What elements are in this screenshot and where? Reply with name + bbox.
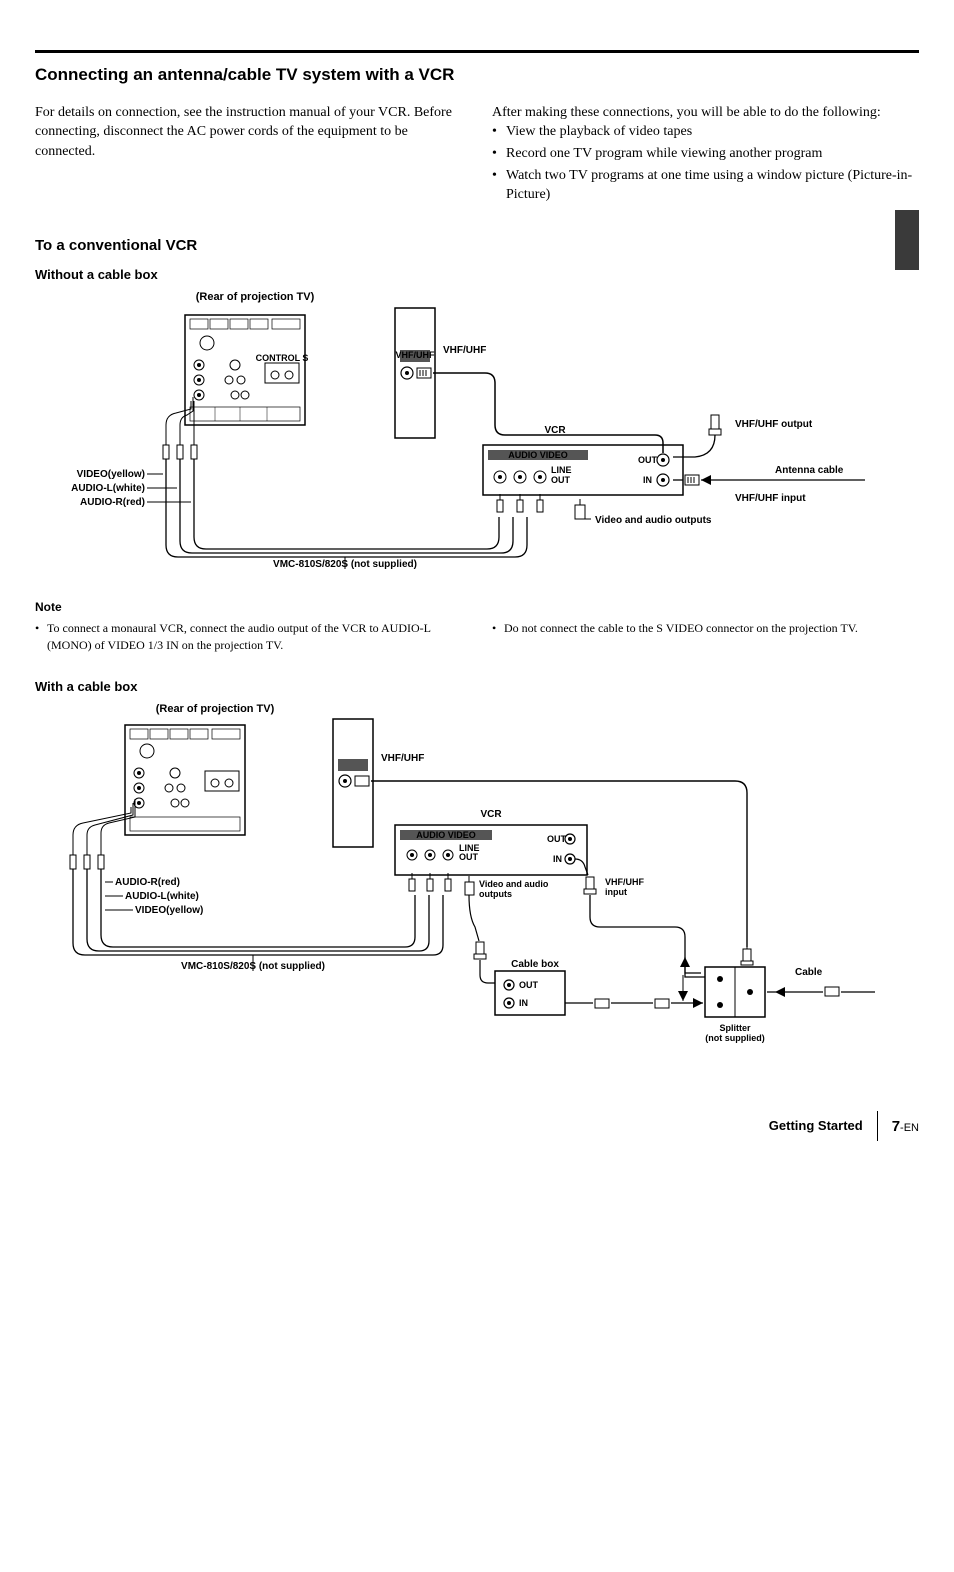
svg-text:AUDIO-R(red): AUDIO-R(red) xyxy=(80,497,145,508)
side-tab xyxy=(895,210,919,270)
svg-text:VCR: VCR xyxy=(480,809,502,820)
footer-suffix: -EN xyxy=(900,1122,919,1134)
diagram1: CONTROL S VHF/UHF VHF/UHF VCR AUDIO VIDE… xyxy=(35,305,919,585)
svg-text:VCR: VCR xyxy=(544,425,566,436)
note-left: To connect a monaural VCR, connect the a… xyxy=(35,620,462,654)
svg-text:OUT: OUT xyxy=(638,455,658,465)
svg-text:OUT: OUT xyxy=(459,852,479,862)
intro-left-text: For details on connection, see the instr… xyxy=(35,103,462,162)
svg-text:Video and audio outputs: Video and audio outputs xyxy=(595,515,712,526)
intro-columns: For details on connection, see the instr… xyxy=(35,103,919,207)
footer-separator xyxy=(877,1111,878,1141)
svg-text:Cable box: Cable box xyxy=(511,959,559,970)
svg-text:OUT: OUT xyxy=(547,834,567,844)
note-columns: To connect a monaural VCR, connect the a… xyxy=(35,620,919,654)
intro-bullet: View the playback of video tapes xyxy=(492,122,919,142)
svg-text:AUDIO VIDEO: AUDIO VIDEO xyxy=(416,830,476,840)
svg-text:AUDIO-L(white): AUDIO-L(white) xyxy=(71,483,145,494)
svg-text:Video and audio: Video and audio xyxy=(479,879,549,889)
svg-text:VHF/UHF output: VHF/UHF output xyxy=(735,419,813,430)
svg-text:VIDEO(yellow): VIDEO(yellow) xyxy=(77,469,145,480)
page-title: Connecting an antenna/cable TV system wi… xyxy=(35,63,919,87)
svg-text:VHF/UHF: VHF/UHF xyxy=(443,345,486,356)
svg-text:OUT: OUT xyxy=(519,980,539,990)
svg-text:AUDIO-R(red): AUDIO-R(red) xyxy=(115,877,180,888)
svg-text:AUDIO VIDEO: AUDIO VIDEO xyxy=(508,450,568,460)
diagram2-caption: (Rear of projection TV) xyxy=(115,702,315,717)
svg-text:OUT: OUT xyxy=(551,475,571,485)
diagram1-caption: (Rear of projection TV) xyxy=(155,290,355,305)
svg-text:Splitter: Splitter xyxy=(719,1023,751,1033)
note-heading: Note xyxy=(35,599,919,616)
note-right: Do not connect the cable to the S VIDEO … xyxy=(492,620,919,637)
intro-right-lead: After making these connections, you will… xyxy=(492,103,919,123)
svg-text:IN: IN xyxy=(643,475,652,485)
svg-text:VHF/UHF: VHF/UHF xyxy=(381,753,424,764)
intro-bullet: Watch two TV programs at one time using … xyxy=(492,166,919,205)
page-footer: Getting Started 7-EN xyxy=(35,1111,919,1141)
svg-text:VHF/UHF input: VHF/UHF input xyxy=(735,493,806,504)
svg-text:Antenna cable: Antenna cable xyxy=(775,465,844,476)
svg-text:input: input xyxy=(605,887,627,897)
svg-text:VIDEO(yellow): VIDEO(yellow) xyxy=(135,905,203,916)
svg-text:outputs: outputs xyxy=(479,889,512,899)
svg-text:AUDIO-L(white): AUDIO-L(white) xyxy=(125,891,199,902)
diagram2-subheading: With a cable box xyxy=(35,678,919,696)
svg-text:IN: IN xyxy=(553,854,562,864)
diagram2: VHF/UHF VCR AUDIO VIDEO LINE OUT OUT IN … xyxy=(35,717,919,1087)
section-heading: To a conventional VCR xyxy=(35,235,919,256)
svg-text:Cable: Cable xyxy=(795,967,823,978)
footer-page-number: 7 xyxy=(892,1118,900,1135)
svg-text:LINE: LINE xyxy=(551,465,572,475)
svg-text:VHF/UHF: VHF/UHF xyxy=(396,350,435,360)
top-rule xyxy=(35,50,919,53)
diagram1-subheading: Without a cable box xyxy=(35,266,919,284)
svg-text:IN: IN xyxy=(519,998,528,1008)
footer-section: Getting Started xyxy=(769,1117,863,1135)
svg-text:CONTROL S: CONTROL S xyxy=(256,353,309,363)
intro-right: After making these connections, you will… xyxy=(492,103,919,207)
svg-text:(not supplied): (not supplied) xyxy=(705,1033,765,1043)
svg-text:VHF/UHF: VHF/UHF xyxy=(605,877,644,887)
intro-bullet: Record one TV program while viewing anot… xyxy=(492,144,919,164)
intro-left: For details on connection, see the instr… xyxy=(35,103,462,207)
